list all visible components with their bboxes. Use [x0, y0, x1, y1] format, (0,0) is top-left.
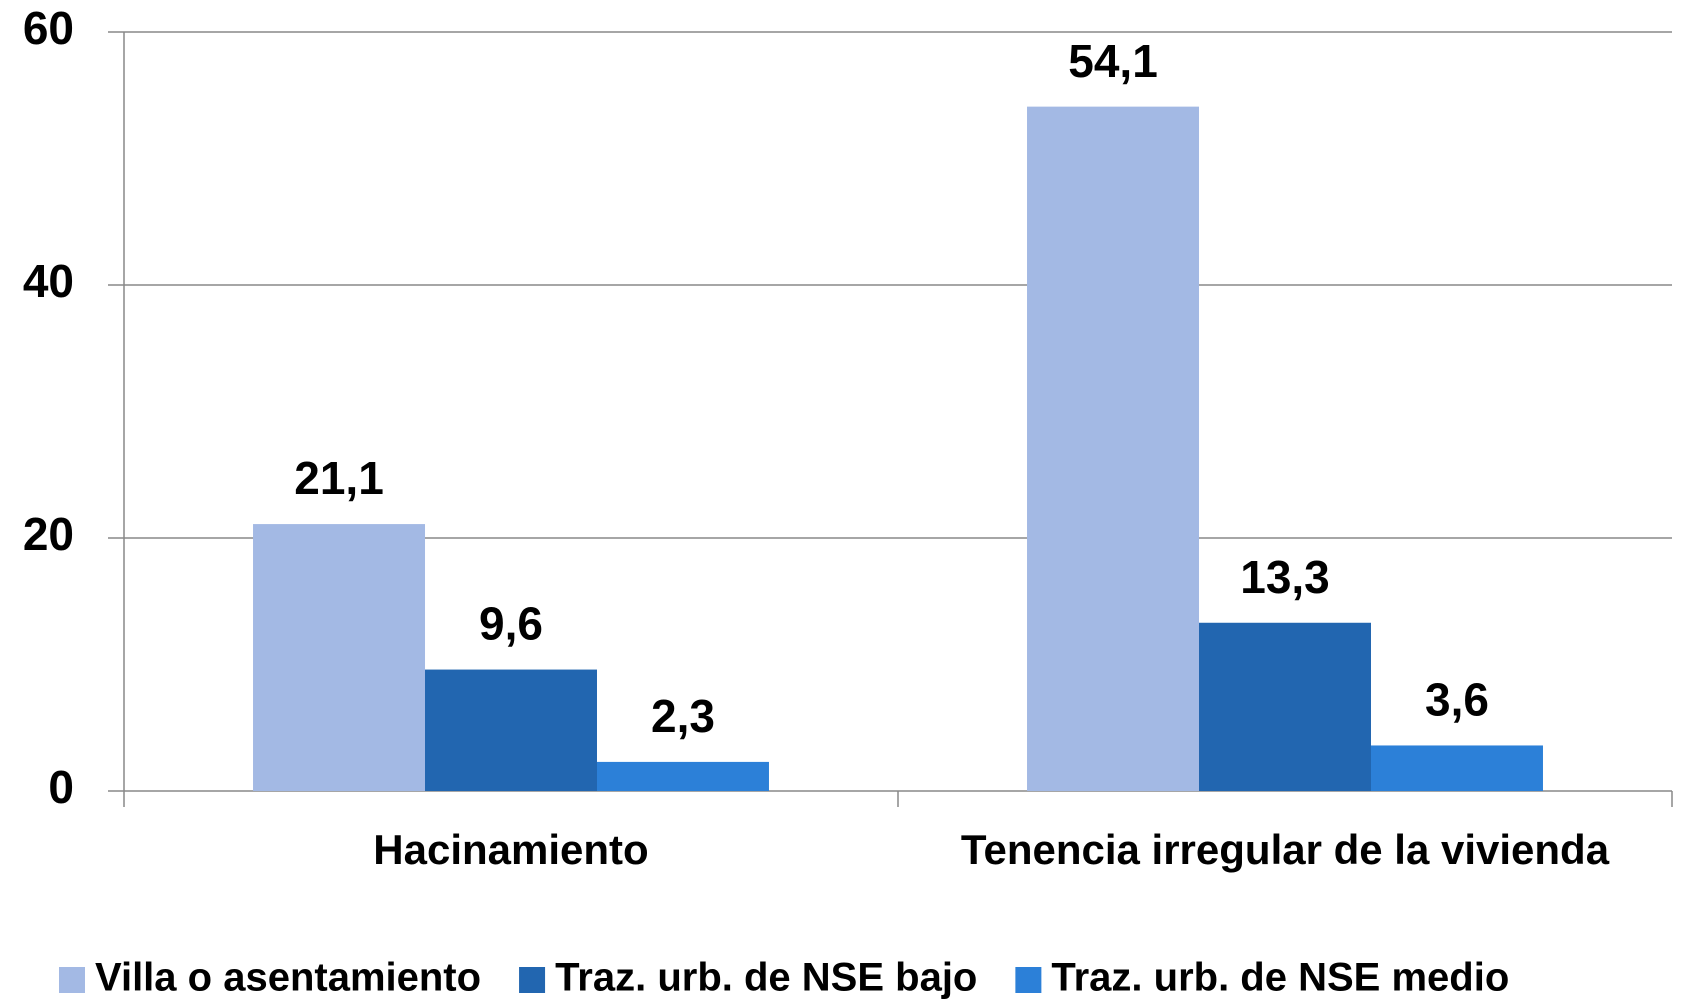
bar [1199, 622, 1371, 791]
value-label: 54,1 [1068, 35, 1158, 87]
bar [596, 761, 769, 791]
bar [425, 669, 597, 791]
x-tick-label: Hacinamiento [373, 826, 648, 873]
y-tick-label: 60 [23, 2, 74, 54]
bar [253, 524, 426, 791]
legend-label: Traz. urb. de NSE bajo [555, 956, 977, 1000]
legend-swatch [1015, 967, 1042, 993]
legend-swatch [519, 967, 546, 993]
bar [1027, 106, 1200, 791]
value-label: 2,3 [651, 690, 715, 742]
y-tick-label: 40 [23, 255, 74, 307]
value-label: 13,3 [1240, 551, 1330, 603]
legend-label: Villa o asentamiento [95, 956, 481, 1000]
legend-label: Traz. urb. de NSE medio [1051, 956, 1509, 1000]
x-tick-label: Tenencia irregular de la vivienda [961, 826, 1610, 873]
value-label: 21,1 [294, 452, 384, 504]
bar [1370, 745, 1543, 791]
value-label: 3,6 [1425, 674, 1489, 726]
y-tick-label: 0 [48, 761, 74, 813]
value-label: 9,6 [479, 598, 543, 650]
y-tick-label: 20 [23, 508, 74, 560]
legend-swatch [59, 967, 85, 993]
